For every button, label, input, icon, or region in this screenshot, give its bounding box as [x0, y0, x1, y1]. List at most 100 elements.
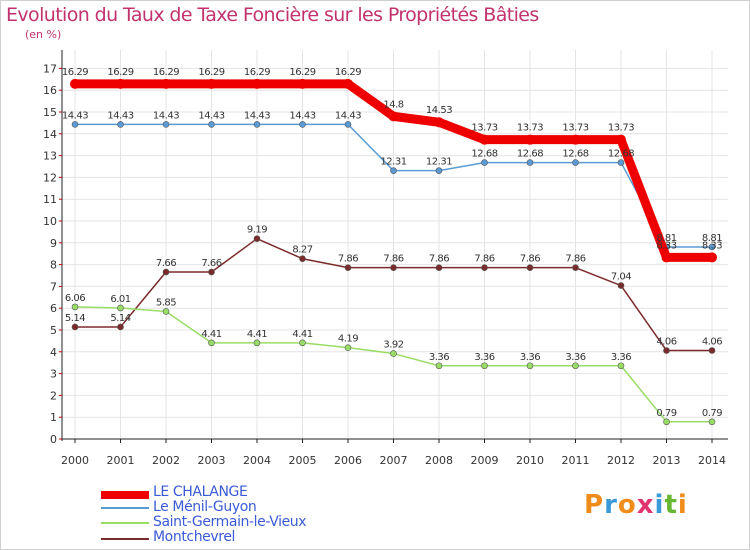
- data-point-le-chalange: [570, 134, 581, 145]
- data-point-montchevrel: [117, 323, 124, 331]
- data-point-montchevrel: [208, 268, 215, 276]
- data-label-montchevrel: 4.06: [656, 336, 676, 347]
- y-tick-label: 6: [50, 302, 57, 315]
- data-label-le-me-nil-guyon: 14.43: [198, 110, 224, 121]
- y-tick-label: 14: [43, 128, 57, 141]
- data-label-saint-germain-le-vieux: 4.41: [201, 329, 221, 340]
- data-label-saint-germain-le-vieux: 0.79: [656, 408, 676, 419]
- y-tick-label: 13: [43, 150, 57, 163]
- y-tick-label: 15: [43, 106, 57, 119]
- data-label-le-me-nil-guyon: 14.43: [62, 110, 88, 121]
- y-tick-label: 11: [43, 193, 57, 206]
- data-label-montchevrel: 8.27: [292, 245, 312, 256]
- data-point-saint-germain-le-vieux: [435, 362, 443, 370]
- data-point-le-me-nil-guyon: [208, 121, 215, 128]
- x-tick-label: 2008: [425, 454, 453, 467]
- data-label-saint-germain-le-vieux: 3.36: [474, 352, 494, 363]
- data-point-saint-germain-le-vieux: [344, 344, 352, 351]
- data-label-le-me-nil-guyon: 14.43: [335, 110, 361, 121]
- legend-swatch-le-chalange: [101, 491, 149, 499]
- legend-label-le-chalange: LE CHALANGE: [153, 484, 248, 500]
- data-point-montchevrel: [71, 323, 79, 331]
- logo-letter: o: [617, 490, 637, 520]
- data-label-montchevrel: 7.86: [474, 254, 494, 265]
- x-tick-label: 2009: [471, 454, 499, 467]
- data-label-montchevrel: 5.14: [65, 313, 85, 324]
- data-label-saint-germain-le-vieux: 3.92: [383, 340, 403, 351]
- y-tick-label: 8: [50, 259, 57, 272]
- data-point-montchevrel: [253, 235, 261, 242]
- data-label-le-me-nil-guyon: 12.68: [471, 149, 497, 160]
- x-tick-label: 2005: [289, 454, 317, 467]
- logo-letter: r: [604, 490, 618, 520]
- data-label-le-chalange: 8.33: [702, 240, 722, 251]
- data-label-le-me-nil-guyon: 12.31: [380, 157, 406, 168]
- data-point-saint-germain-le-vieux: [71, 303, 79, 311]
- data-point-le-me-nil-guyon: [344, 121, 352, 128]
- y-tick-label: 5: [50, 324, 57, 337]
- data-label-le-me-nil-guyon: 12.68: [562, 149, 588, 160]
- data-point-montchevrel: [572, 264, 579, 271]
- data-label-le-chalange: 14.53: [426, 105, 452, 116]
- data-label-le-me-nil-guyon: 12.68: [517, 149, 543, 160]
- data-point-le-chalange: [434, 117, 444, 128]
- logo-letter: t: [664, 490, 678, 520]
- data-label-le-me-nil-guyon: 12.31: [426, 157, 452, 168]
- data-label-le-chalange: 13.73: [517, 123, 543, 134]
- data-label-saint-germain-le-vieux: 3.36: [565, 352, 585, 363]
- legend-swatch-saint-germain: [101, 522, 149, 524]
- x-tick-label: 2012: [607, 454, 635, 467]
- logo-letter: x: [636, 490, 655, 520]
- data-label-le-chalange: 16.29: [289, 67, 315, 78]
- logo-letter: i: [677, 490, 688, 520]
- data-point-saint-germain-le-vieux: [572, 362, 579, 370]
- data-point-le-me-nil-guyon: [617, 159, 625, 166]
- data-point-saint-germain-le-vieux: [253, 339, 261, 347]
- data-point-le-chalange: [70, 78, 80, 89]
- y-tick-label: 0: [50, 433, 57, 446]
- data-label-le-me-nil-guyon: 14.43: [244, 110, 270, 121]
- data-point-montchevrel: [526, 264, 534, 271]
- x-tick-label: 2007: [380, 454, 408, 467]
- data-label-montchevrel: 7.66: [156, 258, 176, 269]
- data-label-le-chalange: 8.33: [656, 240, 676, 251]
- data-point-montchevrel: [617, 282, 625, 289]
- data-label-saint-germain-le-vieux: 6.06: [65, 293, 85, 304]
- x-tick-label: 2006: [334, 454, 362, 467]
- data-point-le-chalange: [252, 78, 262, 89]
- data-label-saint-germain-le-vieux: 4.19: [338, 334, 358, 345]
- data-point-saint-germain-le-vieux: [481, 362, 488, 370]
- data-label-saint-germain-le-vieux: 3.36: [429, 352, 449, 363]
- data-point-saint-germain-le-vieux: [117, 304, 124, 312]
- data-point-le-me-nil-guyon: [572, 159, 579, 166]
- data-label-le-me-nil-guyon: 14.43: [107, 110, 133, 121]
- data-point-montchevrel: [390, 264, 397, 271]
- data-label-le-me-nil-guyon: 12.68: [608, 149, 634, 160]
- data-point-le-me-nil-guyon: [435, 167, 443, 174]
- chart-subtitle: (en %): [25, 28, 62, 41]
- data-point-le-chalange: [343, 78, 353, 89]
- data-point-montchevrel: [481, 264, 488, 271]
- data-point-le-me-nil-guyon: [390, 167, 397, 174]
- data-label-saint-germain-le-vieux: 4.41: [292, 329, 312, 340]
- data-point-le-me-nil-guyon: [481, 159, 488, 166]
- data-label-montchevrel: 7.86: [520, 254, 540, 265]
- data-point-saint-germain-le-vieux: [208, 339, 215, 347]
- y-tick-label: 9: [50, 237, 57, 250]
- data-label-saint-germain-le-vieux: 3.36: [611, 352, 631, 363]
- data-point-le-chalange: [161, 78, 171, 89]
- data-label-saint-germain-le-vieux: 6.01: [110, 294, 130, 305]
- data-point-saint-germain-le-vieux: [663, 418, 670, 426]
- x-tick-label: 2014: [698, 454, 726, 467]
- chart-title: Evolution du Taux de Taxe Foncière sur l…: [6, 4, 539, 26]
- data-label-le-chalange: 16.29: [335, 67, 361, 78]
- data-label-le-chalange: 16.29: [244, 67, 270, 78]
- data-point-le-chalange: [661, 252, 672, 263]
- data-point-le-chalange: [616, 134, 626, 145]
- data-label-le-chalange: 13.73: [471, 123, 497, 134]
- data-label-le-chalange: 16.29: [198, 67, 224, 78]
- legend-swatch-le-menil-guyon: [101, 507, 149, 509]
- data-point-le-chalange: [297, 78, 308, 89]
- data-point-montchevrel: [162, 268, 170, 276]
